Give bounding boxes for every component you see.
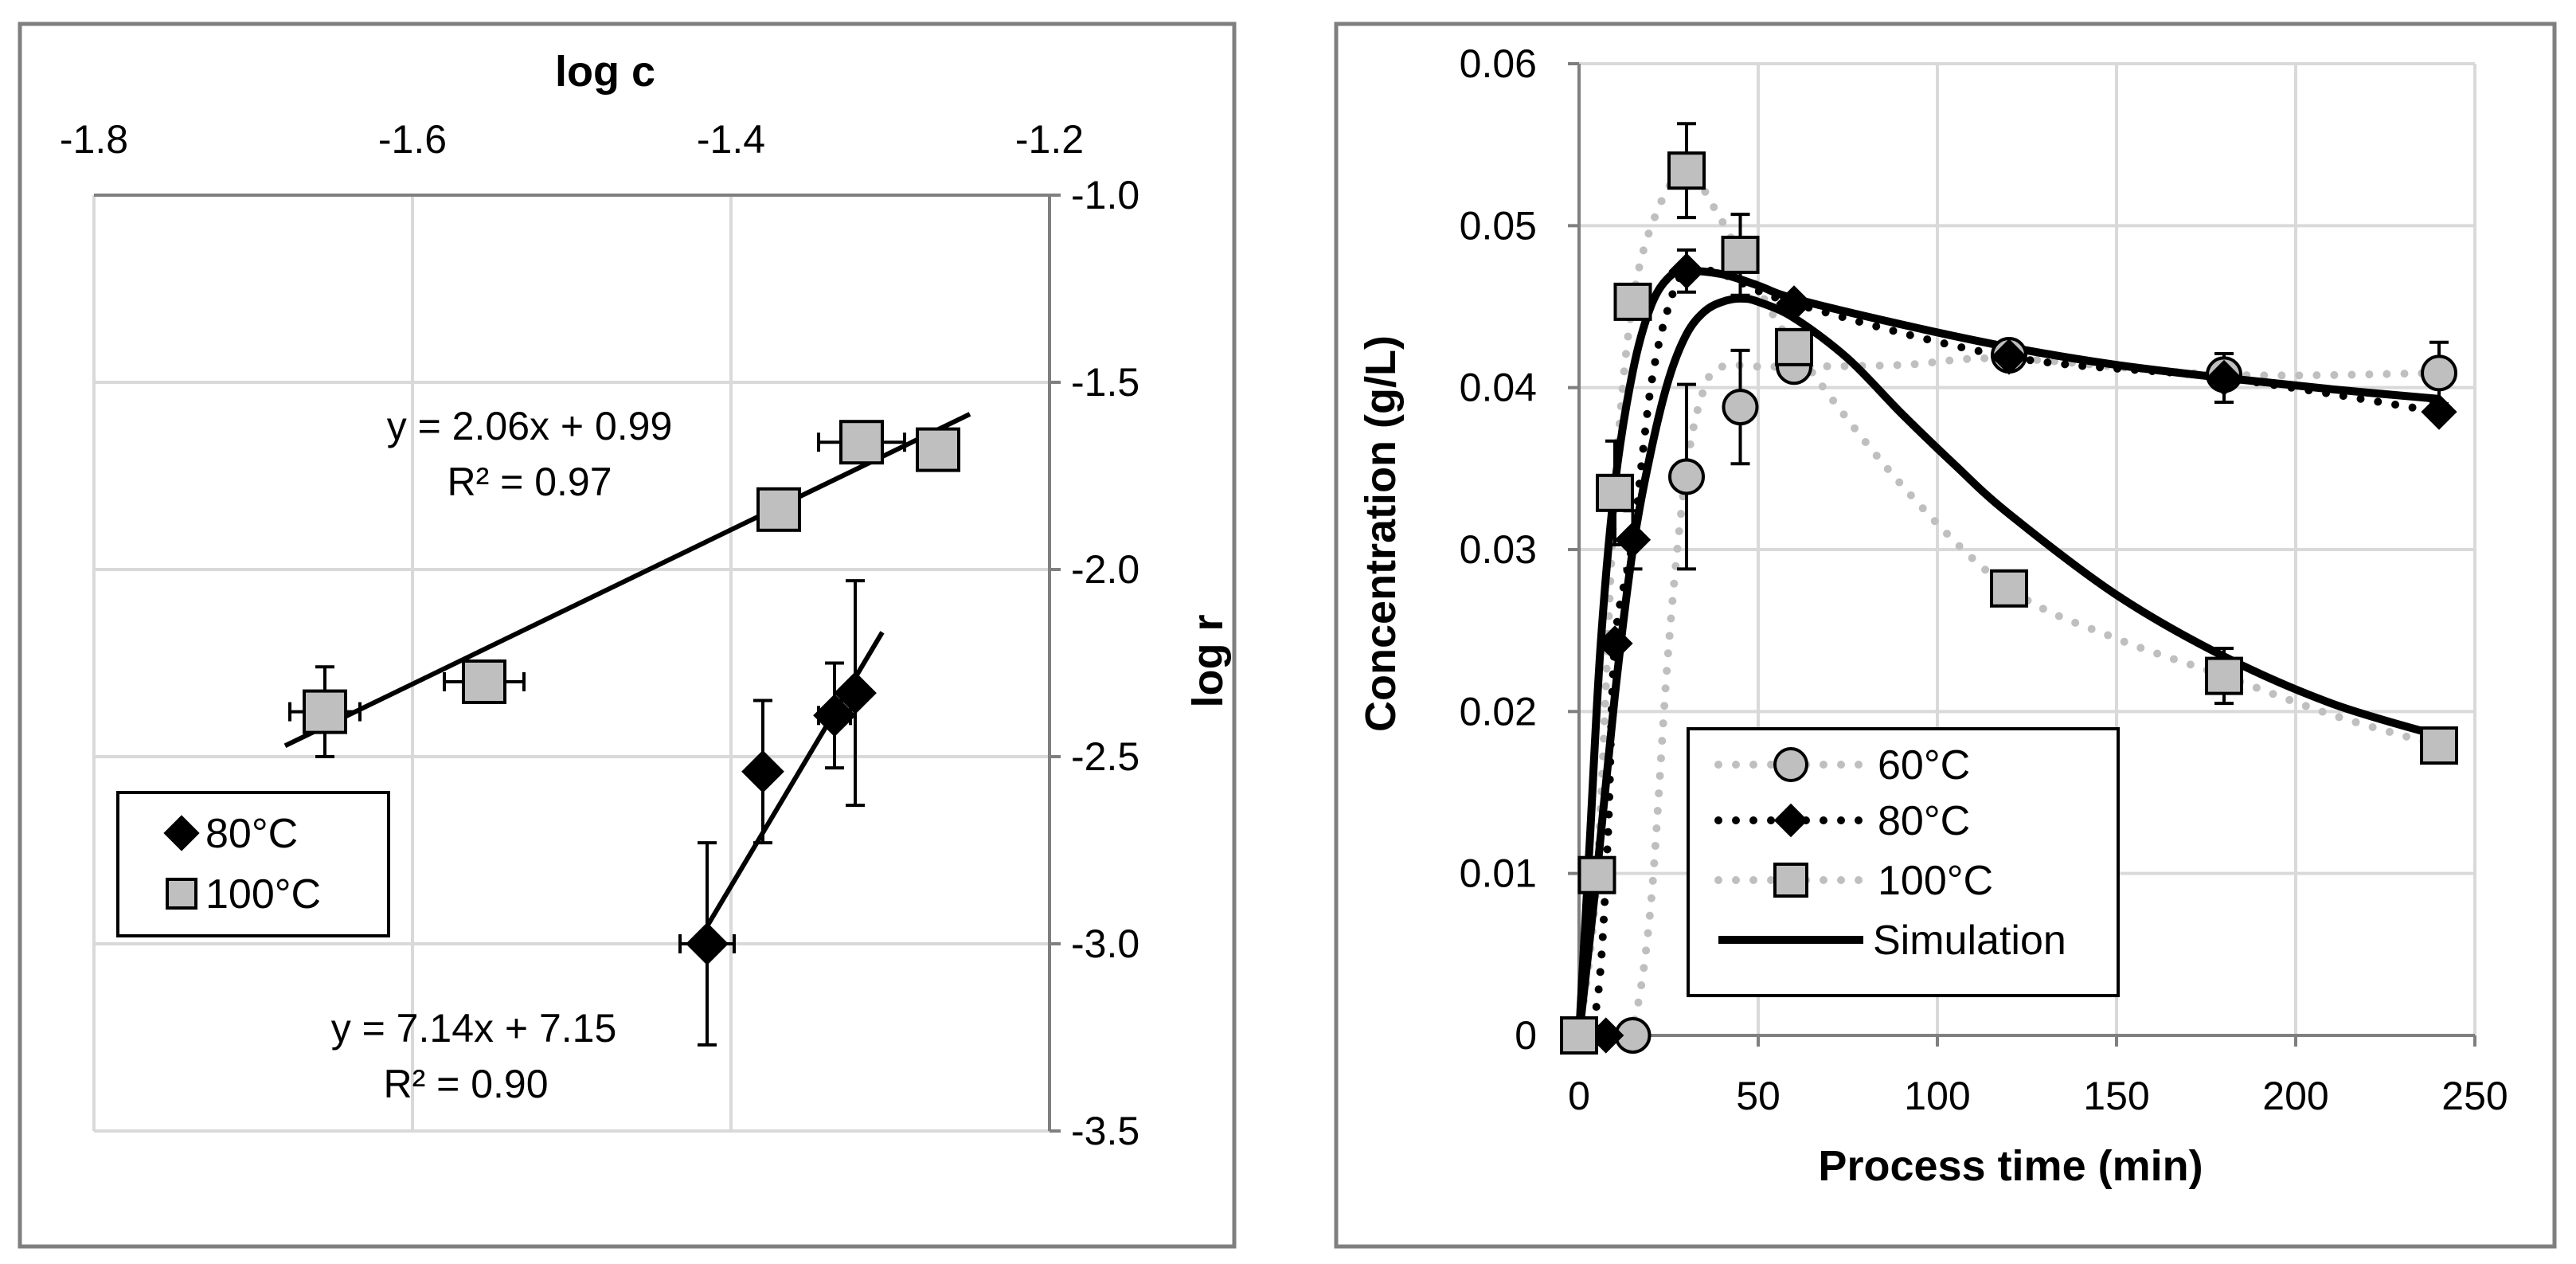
left-legend: 80°C 100°C <box>116 791 390 937</box>
data-point-60c <box>1668 458 1705 495</box>
legend-label-100c-right: 100°C <box>1878 858 1993 904</box>
left-y-tick-label: -3.0 <box>1071 922 1139 966</box>
right-y-tick-label: 0.01 <box>1460 851 1537 896</box>
data-point-100c <box>1775 327 1813 366</box>
data-point-100c <box>1721 235 1760 274</box>
right-x-axis-title: Process time (min) <box>1818 1142 2203 1190</box>
curve-80c <box>1575 264 2443 1039</box>
left-x-tick-label: -1.4 <box>697 117 765 162</box>
right-tick-labels: 0 50 100 150 200 250 0 0.01 0.02 0.03 0.04 0.05 0.06 <box>1460 41 2508 1118</box>
left-x-tick-label: -1.8 <box>60 117 128 162</box>
left-axes <box>94 194 1061 1133</box>
legend-marker-100c <box>166 878 197 910</box>
data-point-60c <box>1722 389 1759 426</box>
data-point-80c <box>1614 522 1652 558</box>
data-point-100c <box>1577 855 1616 894</box>
left-y-tick-label: -1.5 <box>1071 360 1139 405</box>
left-y-tick-label: -1.0 <box>1071 173 1139 217</box>
right-y-axis-title: Concentration (g/L) <box>1357 335 1405 732</box>
legend-label-60c: 60°C <box>1878 742 1970 789</box>
data-point-100c <box>1560 1016 1598 1055</box>
legend-label-100c: 100°C <box>205 871 321 918</box>
right-x-tick-label: 50 <box>1736 1074 1781 1118</box>
right-chart-panel: 0 50 100 150 200 250 0 0.01 0.02 0.03 0.04 0.05 0.06… <box>1334 22 2557 1249</box>
left-x-axis-title: log c <box>555 48 655 96</box>
right-x-tick-label: 200 <box>2262 1074 2328 1118</box>
left-chart-panel: -1.8 -1.6 -1.4 -1.2 -1.0 -1.5 -2.0 -2.5 -3.0 -3.5… <box>18 22 1237 1249</box>
data-point-100c <box>2205 656 2243 695</box>
data-point-100c <box>1667 151 1706 190</box>
curve-simulation <box>1575 294 2441 1036</box>
legend-label-80c-right: 80°C <box>1878 798 1970 844</box>
left-y-axis-title: log r <box>1184 615 1232 708</box>
data-point-100c <box>839 420 884 465</box>
right-y-tick-label: 0 <box>1515 1013 1537 1058</box>
legend-label-80c: 80°C <box>205 811 298 857</box>
data-point-100c <box>1596 473 1634 512</box>
legend-label-simulation: Simulation <box>1873 918 2066 964</box>
data-point-100c <box>916 427 960 472</box>
left-x-tick-label: -1.6 <box>378 117 447 162</box>
left-x-tick-label: -1.2 <box>1015 117 1084 162</box>
fit-r2-80c: R² = 0.90 <box>383 1062 548 1106</box>
fit-line-100c <box>283 412 971 748</box>
right-legend: 60°C 80°C 100°C Simulation <box>1687 727 2120 997</box>
right-legend-box <box>1687 727 2120 997</box>
fit-r2-100c: R² = 0.97 <box>447 460 612 504</box>
data-point-100c <box>462 659 506 704</box>
left-legend-box <box>116 791 390 937</box>
right-y-tick-label: 0.06 <box>1460 41 1537 86</box>
right-y-tick-label: 0.02 <box>1460 689 1537 734</box>
left-y-tick-label: -2.5 <box>1071 734 1139 779</box>
right-x-tick-label: 150 <box>2083 1074 2149 1118</box>
data-point-100c <box>1613 282 1652 321</box>
left-tick-labels: -1.8 -1.6 -1.4 -1.2 -1.0 -1.5 -2.0 -2.5 -3.0 -3.5 <box>60 117 1139 1153</box>
fit-equation-100c: y = 2.06x + 0.99 <box>387 404 673 448</box>
data-point-100c <box>2420 726 2458 765</box>
legend-marker-100c-right <box>1773 863 1808 898</box>
data-point-100c <box>756 487 801 532</box>
right-x-tick-label: 0 <box>1568 1074 1590 1118</box>
data-point-100c <box>1990 569 2028 608</box>
data-point-60c <box>2421 354 2457 392</box>
legend-marker-80c <box>163 815 200 851</box>
right-chart-frame <box>1334 22 2557 1249</box>
right-x-tick-label: 100 <box>1904 1074 1970 1118</box>
right-y-tick-label: 0.05 <box>1460 203 1537 248</box>
right-y-tick-label: 0.03 <box>1460 527 1537 572</box>
fit-equation-80c: y = 7.14x + 7.15 <box>331 1006 617 1051</box>
left-y-tick-label: -2.0 <box>1071 547 1139 592</box>
left-chart-frame <box>18 22 1237 1249</box>
right-x-tick-label: 250 <box>2441 1074 2508 1118</box>
legend-marker-60c <box>1773 747 1808 782</box>
data-point-80c <box>1597 625 1633 662</box>
right-y-tick-label: 0.04 <box>1460 366 1537 410</box>
left-y-tick-label: -3.5 <box>1071 1109 1139 1153</box>
data-point-100c <box>303 689 347 734</box>
